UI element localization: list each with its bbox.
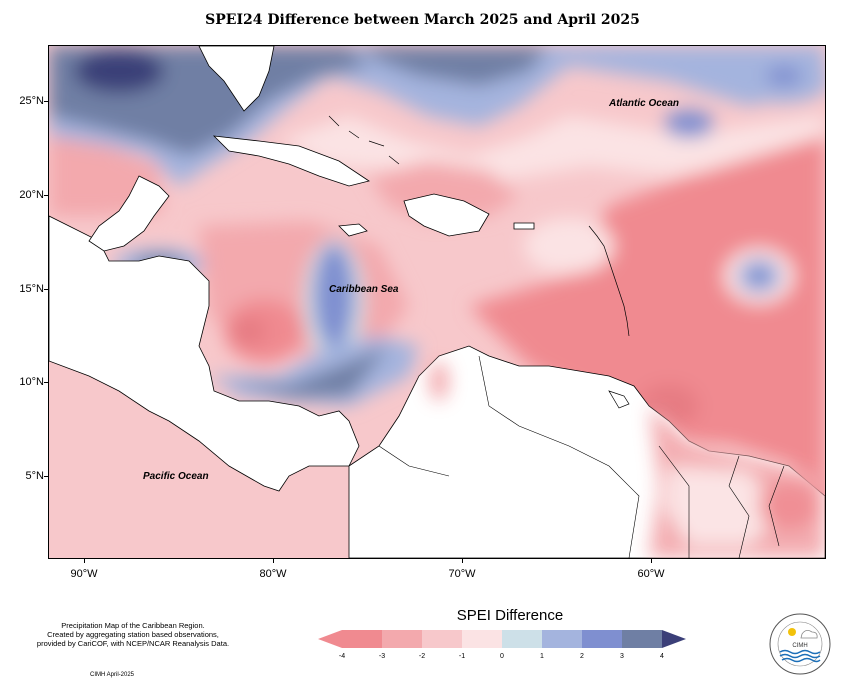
- legend-tick-label: 3: [620, 653, 624, 660]
- lat-label: 25°N: [19, 95, 44, 107]
- legend-tick-label: 4: [660, 653, 664, 660]
- note-line: Created by aggregating station based obs…: [47, 630, 219, 639]
- legend-swatch: [542, 630, 582, 648]
- legend-arrow-left: [318, 630, 342, 648]
- legend-tick-label: -1: [458, 653, 466, 660]
- legend-tick-label: -2: [418, 653, 426, 660]
- note-line: Precipitation Map of the Caribbean Regio…: [61, 621, 205, 630]
- lon-label: 60°W: [637, 568, 665, 580]
- legend-swatch: [462, 630, 502, 648]
- legend-tick-label: 0: [500, 653, 504, 660]
- legend-swatch: [622, 630, 662, 648]
- logo-text: CIMH: [792, 643, 807, 649]
- cimh-logo: CIMH: [769, 613, 831, 675]
- credit-text: CIMH April-2025: [90, 672, 135, 678]
- legend-swatch: [422, 630, 462, 648]
- map-title: SPEI24 Difference between March 2025 and…: [205, 12, 640, 28]
- atlantic-ocean-label: Atlantic Ocean: [609, 98, 680, 109]
- lat-tick: [44, 195, 49, 196]
- lat-tick: [44, 101, 49, 102]
- lon-label: 90°W: [70, 568, 98, 580]
- legend-swatch: [342, 630, 382, 648]
- legend-arrow-right: [662, 630, 686, 648]
- lon-tick: [651, 558, 652, 563]
- note-line: provided by CariCOF, with NCEP/NCAR Rean…: [36, 639, 230, 648]
- lon-tick: [462, 558, 463, 563]
- legend-swatch: [582, 630, 622, 648]
- caribbean-sea-label: Caribbean Sea: [329, 284, 399, 295]
- lat-tick: [44, 476, 49, 477]
- legend-title: SPEI Difference: [456, 607, 564, 624]
- lat-label: 15°N: [19, 283, 44, 295]
- map-description: Precipitation Map of the Caribbean Regio…: [18, 621, 248, 648]
- map-panel: Atlantic Ocean Caribbean Sea Pacific Oce…: [48, 45, 826, 559]
- legend-tick-label: -4: [338, 653, 346, 660]
- lat-label: 20°N: [19, 189, 44, 201]
- lat-label: 5°N: [25, 470, 44, 482]
- lat-label: 10°N: [19, 376, 44, 388]
- legend-tick-label: -3: [378, 653, 386, 660]
- legend-colorbar: [318, 630, 686, 648]
- lon-tick: [84, 558, 85, 563]
- lon-tick: [273, 558, 274, 563]
- lat-tick: [44, 382, 49, 383]
- legend-tick-label: 1: [540, 653, 544, 660]
- spei-field: [49, 46, 825, 558]
- lat-tick: [44, 289, 49, 290]
- legend-swatch: [382, 630, 422, 648]
- legend-tick-label: 2: [580, 653, 584, 660]
- pacific-ocean-label: Pacific Ocean: [143, 471, 209, 482]
- lon-label: 70°W: [448, 568, 476, 580]
- lon-label: 80°W: [259, 568, 287, 580]
- legend-swatch: [502, 630, 542, 648]
